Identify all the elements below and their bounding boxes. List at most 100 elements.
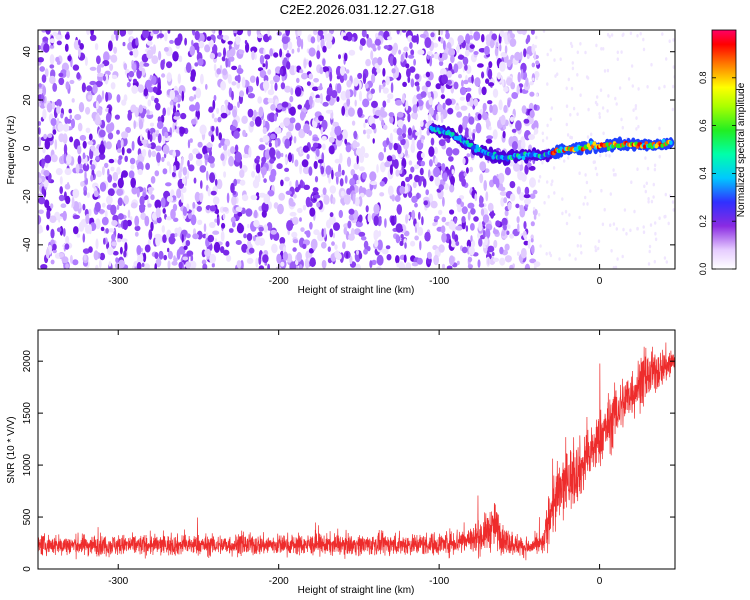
heatmap-noise-blob bbox=[312, 86, 319, 92]
heatmap-noise-blob bbox=[310, 146, 317, 152]
heatmap-noise-blob bbox=[267, 189, 275, 197]
heatmap-noise-blob bbox=[379, 181, 385, 187]
heatmap-noise-blob bbox=[235, 206, 243, 212]
heatmap-noise-blob bbox=[289, 201, 296, 207]
heatmap-noise-blob bbox=[532, 208, 538, 216]
heatmap-noise-blob bbox=[471, 74, 474, 84]
heatmap-noise-blob bbox=[356, 249, 359, 255]
heatmap-noise-blob bbox=[182, 206, 188, 216]
heatmap-noise-blob bbox=[249, 75, 256, 83]
heatmap-noise-blob bbox=[345, 144, 352, 153]
heatmap-noise-blob bbox=[83, 254, 87, 261]
heatmap-noise-blob bbox=[608, 154, 611, 158]
heatmap-noise-blob bbox=[354, 99, 357, 107]
heatmap-noise-blob bbox=[417, 226, 424, 236]
heatmap-noise-blob bbox=[195, 87, 202, 99]
heatmap-noise-blob bbox=[486, 249, 490, 256]
heatmap-noise-blob bbox=[419, 127, 422, 138]
heatmap-noise-blob bbox=[118, 155, 123, 161]
heatmap-noise-blob bbox=[97, 72, 104, 77]
heatmap-noise-blob bbox=[514, 51, 522, 61]
heatmap-noise-blob bbox=[321, 119, 328, 131]
heatmap-noise-blob bbox=[308, 166, 313, 176]
heatmap-noise-blob bbox=[602, 131, 605, 136]
heatmap-noise-blob bbox=[230, 182, 235, 194]
heatmap-noise-blob bbox=[387, 93, 394, 100]
heatmap-noise-blob bbox=[359, 90, 362, 102]
heatmap-noise-blob bbox=[78, 221, 85, 232]
heatmap-noise-blob bbox=[644, 156, 647, 160]
heatmap-noise-blob bbox=[134, 225, 141, 232]
heatmap-noise-blob bbox=[428, 159, 433, 167]
heatmap-noise-blob bbox=[151, 150, 157, 157]
heatmap-noise-blob bbox=[441, 216, 447, 223]
heatmap-noise-blob bbox=[211, 125, 215, 132]
heatmap-noise-blob bbox=[160, 59, 165, 70]
heatmap-noise-blob bbox=[472, 129, 476, 134]
heatmap-noise-blob bbox=[570, 86, 574, 91]
heatmap-noise-blob bbox=[279, 68, 284, 76]
heatmap-noise-blob bbox=[634, 104, 638, 108]
heatmap-noise-blob bbox=[395, 223, 403, 233]
heatmap-noise-blob bbox=[467, 256, 473, 263]
heatmap-noise-blob bbox=[166, 107, 171, 116]
heatmap-noise-blob bbox=[509, 264, 514, 269]
heatmap-noise-blob bbox=[408, 191, 413, 199]
line-chart-x-tick-label: -200 bbox=[269, 576, 289, 587]
heatmap-noise-blob bbox=[595, 43, 598, 48]
heatmap-noise-blob bbox=[459, 86, 467, 96]
heatmap-noise-blob bbox=[263, 48, 266, 56]
heatmap-noise-blob bbox=[95, 100, 99, 110]
heatmap-noise-blob bbox=[385, 75, 390, 86]
heatmap-noise-blob bbox=[174, 155, 178, 166]
heatmap-noise-blob bbox=[644, 189, 647, 194]
heatmap-noise-blob bbox=[257, 34, 264, 39]
heatmap-noise-blob bbox=[309, 257, 316, 268]
heatmap-noise-blob bbox=[553, 191, 556, 195]
heatmap-signal-layer bbox=[428, 123, 675, 166]
heatmap-noise-blob bbox=[38, 136, 42, 147]
heatmap-noise-blob bbox=[164, 131, 169, 139]
heatmap-noise-blob bbox=[167, 260, 171, 269]
heatmap-noise-blob bbox=[397, 119, 404, 128]
heatmap-noise-blob bbox=[163, 47, 169, 52]
heatmap-noise-blob bbox=[636, 34, 639, 38]
heatmap-noise-blob bbox=[321, 135, 327, 141]
heatmap-x-tick-label: 0 bbox=[597, 276, 603, 287]
heatmap-noise-blob bbox=[435, 83, 442, 90]
heatmap-noise-blob bbox=[166, 72, 172, 82]
heatmap-noise-blob bbox=[195, 158, 203, 167]
heatmap-noise-blob bbox=[79, 134, 87, 141]
heatmap-noise-blob bbox=[506, 59, 512, 68]
heatmap-noise-blob bbox=[113, 30, 117, 35]
heatmap-noise-blob bbox=[38, 196, 46, 205]
heatmap-noise-blob bbox=[186, 233, 191, 239]
heatmap-noise-blob bbox=[343, 73, 348, 81]
heatmap-noise-blob bbox=[654, 231, 657, 236]
heatmap-noise-blob bbox=[510, 33, 515, 39]
heatmap-noise-blob bbox=[378, 230, 382, 237]
heatmap-noise-blob bbox=[469, 44, 475, 49]
heatmap-noise-blob bbox=[629, 228, 632, 233]
heatmap-noise-blob bbox=[264, 54, 271, 60]
heatmap-noise-blob bbox=[198, 40, 205, 49]
heatmap-noise-blob bbox=[99, 63, 105, 68]
heatmap-y-tick-label: 40 bbox=[22, 46, 33, 58]
heatmap-noise-blob bbox=[134, 215, 140, 227]
heatmap-noise-blob bbox=[597, 246, 600, 251]
heatmap-noise-blob bbox=[299, 69, 304, 74]
heatmap-noise-blob bbox=[438, 60, 444, 66]
heatmap-noise-blob bbox=[258, 226, 264, 232]
heatmap-noise-blob bbox=[411, 112, 418, 120]
heatmap-noise-blob bbox=[507, 224, 511, 229]
heatmap-noise-blob bbox=[66, 154, 72, 165]
heatmap-noise-blob bbox=[568, 253, 571, 257]
heatmap-noise-blob bbox=[209, 253, 217, 264]
heatmap-noise-blob bbox=[257, 172, 261, 183]
heatmap-noise-blob bbox=[261, 156, 267, 164]
heatmap-noise-blob bbox=[535, 60, 540, 66]
heatmap-noise-blob bbox=[239, 169, 245, 179]
heatmap-noise-blob bbox=[150, 31, 154, 37]
heatmap-noise-blob bbox=[89, 80, 97, 86]
heatmap-noise-blob bbox=[247, 30, 252, 37]
